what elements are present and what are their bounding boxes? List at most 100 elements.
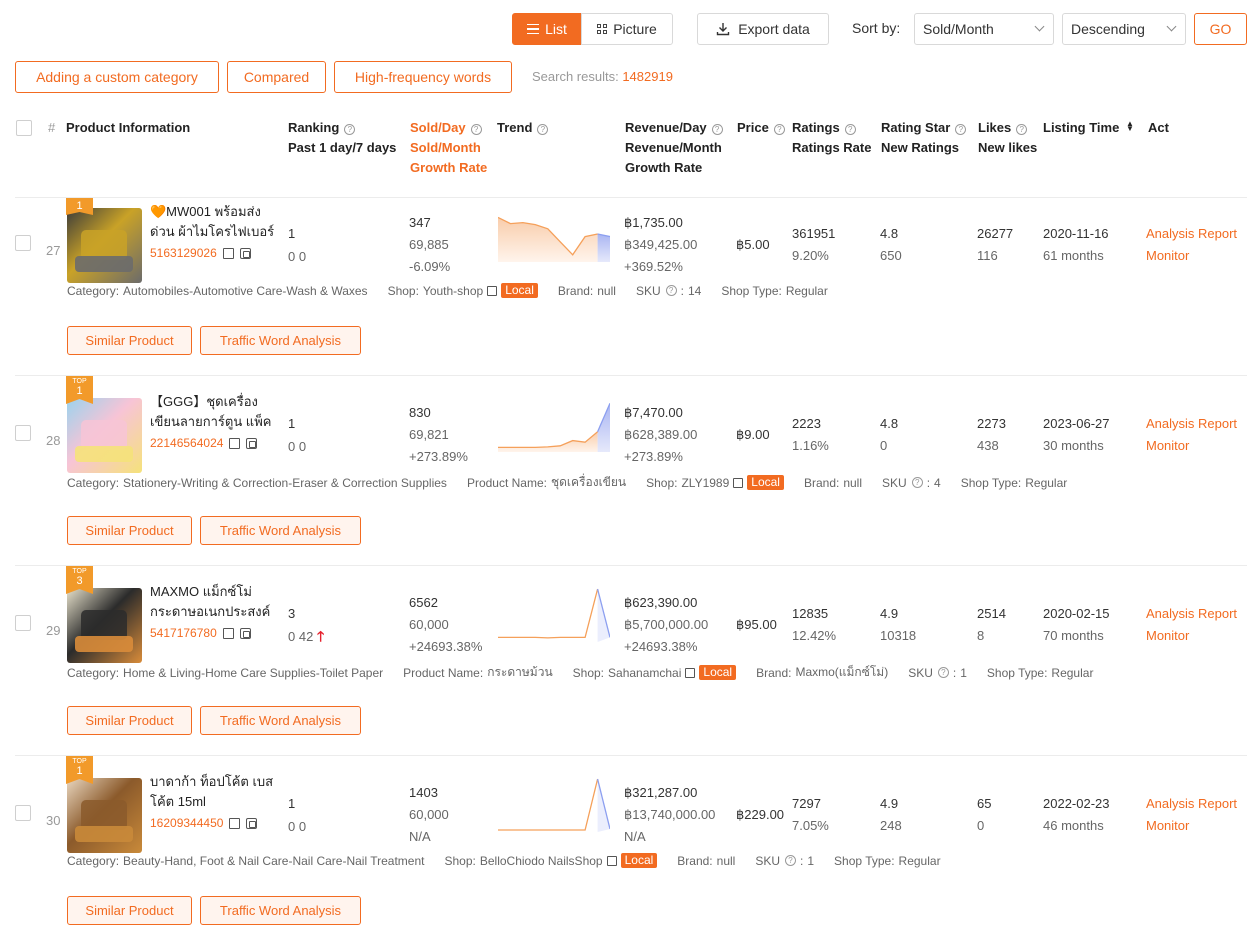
rank-up-icon: 🡑 (316, 628, 325, 644)
sort-by-label: Sort by: (852, 20, 901, 36)
meta-item[interactable]: Shop: ZLY1989 Local (646, 475, 784, 490)
meta-item[interactable]: Shop: BelloChiodo NailsShop Local (444, 853, 658, 868)
analysis-report-link[interactable]: Analysis Report (1146, 796, 1238, 811)
row-checkbox[interactable] (15, 425, 31, 441)
external-link-icon[interactable] (229, 817, 241, 829)
traffic-word-analysis-button[interactable]: Traffic Word Analysis (200, 516, 361, 545)
col-revenue[interactable]: Revenue/Day? Revenue/Month Growth Rate (625, 118, 723, 178)
product-name[interactable]: บาดาก้า ท็อปโค้ต เบสโค้ต 15ml (150, 774, 274, 809)
traffic-word-analysis-button[interactable]: Traffic Word Analysis (200, 706, 361, 735)
list-view-button[interactable]: List (512, 13, 582, 45)
row-divider (15, 565, 1247, 566)
monitor-link[interactable]: Monitor (1146, 248, 1190, 263)
sort-field-select[interactable]: Sold/Month (914, 13, 1054, 45)
external-link-icon[interactable] (229, 437, 241, 449)
external-link-icon[interactable] (487, 285, 498, 296)
product-id[interactable]: 5163129026 (150, 246, 217, 260)
product-image[interactable] (67, 208, 142, 283)
ratings-rate: 12.42% (792, 628, 837, 643)
similar-product-button[interactable]: Similar Product (67, 706, 192, 735)
external-link-icon[interactable] (222, 627, 234, 639)
product-id[interactable]: 16209344450 (150, 816, 224, 830)
go-button[interactable]: GO (1194, 13, 1247, 45)
external-link-icon[interactable] (222, 247, 234, 259)
meta-item: Category: Home & Living-Home Care Suppli… (67, 666, 383, 680)
product-meta: Category: Stationery-Writing & Correctio… (67, 473, 1067, 492)
trend-line (498, 431, 599, 449)
external-link-icon[interactable] (606, 855, 617, 866)
ratings-rate-label: Ratings Rate (792, 140, 872, 155)
monitor-link[interactable]: Monitor (1146, 818, 1190, 833)
meta-item[interactable]: Shop: Sahanamchai Local (573, 665, 737, 680)
ratings: 2223 (792, 416, 821, 431)
col-likes[interactable]: Likes? New likes (978, 118, 1037, 158)
col-sold[interactable]: Sold/Day? Sold/Month Growth Rate (410, 118, 487, 178)
select-all-checkbox[interactable] (16, 120, 32, 136)
meta-value: 4 (934, 475, 941, 490)
local-badge: Local (620, 853, 658, 868)
col-ranking[interactable]: Ranking? Past 1 day/7 days (288, 118, 396, 158)
meta-value: 1 (807, 853, 815, 868)
col-price[interactable]: Price? (737, 118, 785, 138)
product-name[interactable]: 【GGG】ชุดเครื่องเขียนลายการ์ตูน แพ็ค 5 ชิ… (150, 394, 272, 429)
col-act: Act (1148, 120, 1169, 135)
product-image[interactable] (67, 398, 142, 473)
copy-icon[interactable] (239, 627, 251, 639)
revenue-growth: +24693.38% (624, 639, 698, 654)
help-icon: ? (773, 124, 785, 135)
product-name[interactable]: MAXMO แม็กซ์โม่ กระดาษอเนกประสงค์ 6 ม้..… (150, 584, 271, 619)
help-icon: ? (844, 124, 856, 135)
custom-category-button[interactable]: Adding a custom category (15, 61, 219, 93)
export-data-button[interactable]: Export data (697, 13, 829, 45)
sort-order-select[interactable]: Descending (1062, 13, 1186, 45)
analysis-report-link[interactable]: Analysis Report (1146, 416, 1238, 431)
traffic-word-analysis-button[interactable]: Traffic Word Analysis (200, 896, 361, 925)
meta-item: Shop Type: Regular (987, 666, 1094, 680)
product-id[interactable]: 5417176780 (150, 626, 217, 640)
product-image[interactable] (67, 588, 142, 663)
table-row: 28 TOP 1 【GGG】ชุดเครื่องเขียนลายการ์ตูน … (0, 376, 1257, 566)
analysis-report-link[interactable]: Analysis Report (1146, 226, 1238, 241)
row-checkbox[interactable] (15, 235, 31, 251)
copy-icon[interactable] (246, 437, 258, 449)
external-link-icon[interactable] (733, 477, 744, 488)
rank-badge-top: TOP (72, 758, 87, 765)
monitor-link[interactable]: Monitor (1146, 628, 1190, 643)
meta-label: Product Name: (403, 665, 484, 680)
col-ratings[interactable]: Ratings? Ratings Rate (792, 118, 871, 158)
product-id[interactable]: 22146564024 (150, 436, 224, 450)
product-id-row: 5417176780 (150, 626, 251, 640)
traffic-word-analysis-button[interactable]: Traffic Word Analysis (200, 326, 361, 355)
similar-product-button[interactable]: Similar Product (67, 326, 192, 355)
compared-button[interactable]: Compared (227, 61, 326, 93)
meta-item[interactable]: Shop: Youth-shop Local (388, 283, 538, 298)
listing-date: 2022-02-23 (1043, 796, 1110, 811)
col-rating-star[interactable]: Rating Star? New Ratings (881, 118, 967, 158)
col-listing-time[interactable]: Listing Time ▲ ▼ (1043, 118, 1134, 138)
monitor-link[interactable]: Monitor (1146, 438, 1190, 453)
similar-product-button[interactable]: Similar Product (67, 516, 192, 545)
copy-icon[interactable] (246, 817, 258, 829)
row-checkbox[interactable] (15, 615, 31, 631)
meta-value: Maxmo(แม็กซ์โม่) (795, 665, 889, 679)
meta-value: Automobiles-Automotive Care-Wash & Waxes (123, 283, 368, 298)
ratings-rate: 7.05% (792, 818, 829, 833)
high-frequency-words-button[interactable]: High-frequency words (334, 61, 512, 93)
analysis-report-link[interactable]: Analysis Report (1146, 606, 1238, 621)
revenue-month-label: Revenue/Month (625, 140, 722, 155)
new-ratings: 10318 (880, 628, 917, 643)
similar-product-button[interactable]: Similar Product (67, 896, 192, 925)
col-num: # (48, 120, 56, 135)
ratings-rate: 9.20% (792, 248, 829, 263)
rank-badge: TOP 3 (66, 566, 93, 594)
sold-month: 69,885 (409, 237, 449, 252)
product-image[interactable] (67, 778, 142, 853)
copy-icon[interactable] (239, 247, 251, 259)
sold-growth: N/A (409, 829, 431, 844)
local-badge: Local (699, 665, 737, 680)
picture-view-button[interactable]: Picture (581, 13, 673, 45)
row-checkbox[interactable] (15, 805, 31, 821)
external-link-icon[interactable] (685, 667, 696, 678)
price-label: Price (737, 120, 769, 135)
product-name[interactable]: 🧡MW001 พร้อมส่งด่วน ผ้าไมโครไฟเบอร์ 3... (150, 204, 275, 239)
